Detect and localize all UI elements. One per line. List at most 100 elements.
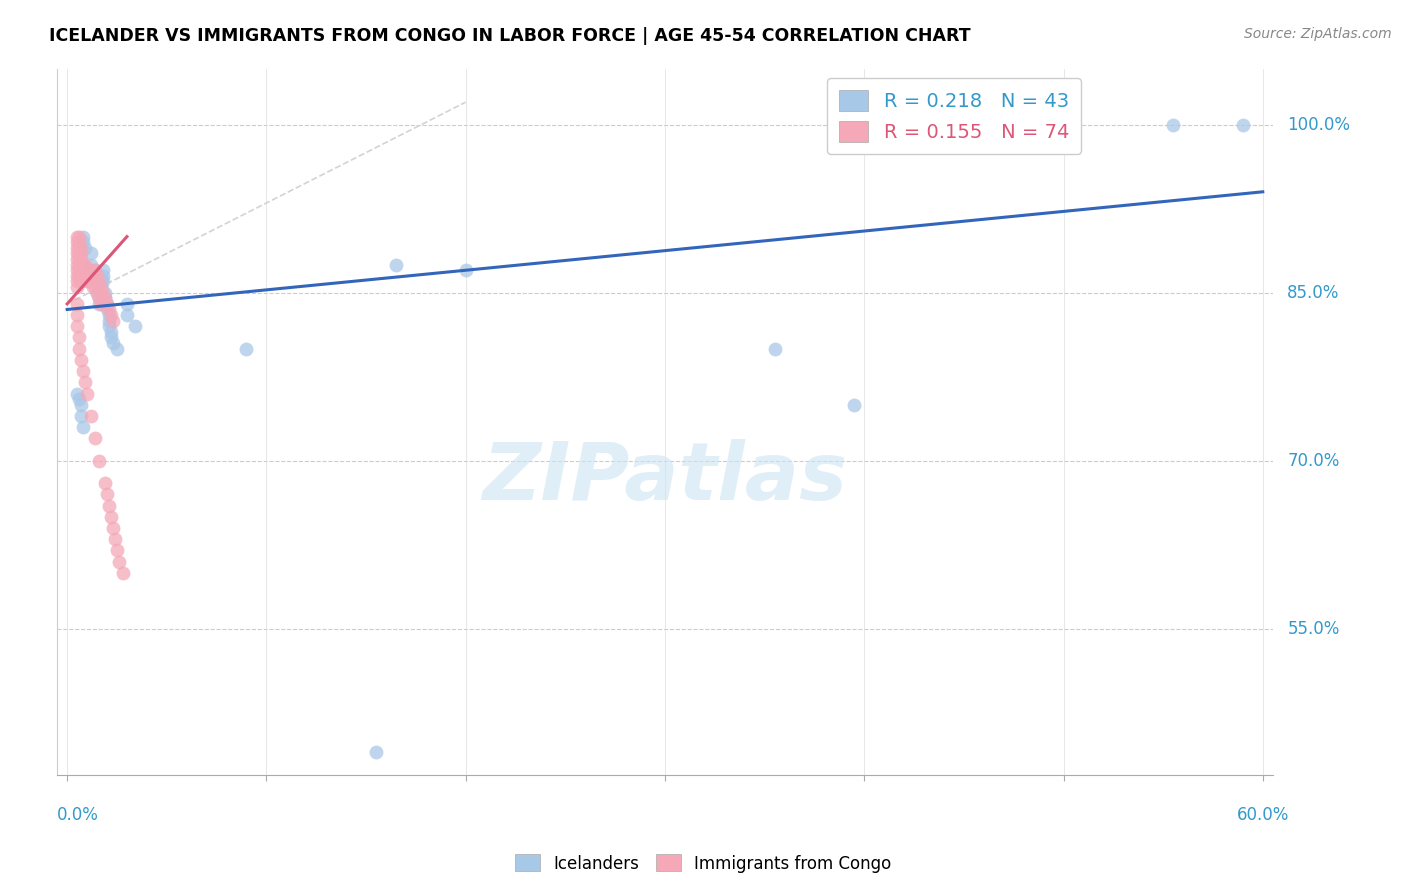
Point (100, 509, 122, 524)
Point (67, 246, 90, 260)
Point (86, 268, 108, 283)
Point (76, 263, 98, 277)
Point (364, 745, 387, 759)
Point (67, 263, 90, 277)
Point (75, 241, 97, 255)
Point (76, 275, 98, 289)
Point (72, 268, 94, 283)
Point (87, 275, 110, 289)
Point (98, 319, 121, 334)
Point (70, 241, 93, 255)
Point (86, 285, 108, 300)
Point (75, 376, 97, 390)
Point (115, 297, 138, 311)
Point (100, 330, 122, 344)
Point (66, 235, 89, 250)
Point (70, 246, 93, 260)
Point (91, 263, 114, 277)
Point (385, 258, 408, 272)
Point (100, 308, 122, 322)
Point (115, 308, 138, 322)
Legend: Icelanders, Immigrants from Congo: Icelanders, Immigrants from Congo (508, 847, 898, 880)
Point (91, 275, 114, 289)
Point (98, 499, 121, 513)
Point (94, 285, 117, 300)
Point (84, 280, 107, 294)
Point (66, 275, 89, 289)
Point (67, 330, 90, 344)
Point (66, 246, 89, 260)
Point (844, 398, 866, 412)
Point (87, 291, 110, 305)
Point (67, 235, 90, 250)
Point (66, 263, 89, 277)
Point (67, 241, 90, 255)
Text: ZIPatlas: ZIPatlas (482, 439, 848, 517)
Point (82, 280, 104, 294)
Point (70, 409, 93, 423)
Point (80, 275, 103, 289)
Point (67, 252, 90, 266)
Point (70, 268, 93, 283)
Point (96, 302, 118, 317)
Point (82, 268, 104, 283)
Text: 100.0%: 100.0% (1288, 116, 1350, 134)
Point (98, 314, 121, 328)
Point (67, 258, 90, 272)
Point (96, 297, 118, 311)
Point (86, 268, 108, 283)
Point (66, 297, 89, 311)
Legend: R = 0.218   N = 43, R = 0.155   N = 74: R = 0.218 N = 43, R = 0.155 N = 74 (827, 78, 1081, 153)
Point (67, 229, 90, 244)
Point (70, 352, 93, 367)
Point (67, 392, 90, 406)
Point (70, 263, 93, 277)
Point (98, 302, 121, 317)
Point (1161, 118, 1184, 132)
Point (94, 291, 117, 305)
Point (87, 454, 110, 468)
Point (86, 285, 108, 300)
Point (94, 291, 117, 305)
Point (70, 275, 93, 289)
Point (101, 314, 124, 328)
Text: 85.0%: 85.0% (1288, 284, 1340, 301)
Point (66, 241, 89, 255)
Point (72, 258, 94, 272)
Point (77, 268, 100, 283)
Point (101, 336, 124, 351)
Point (90, 297, 112, 311)
Point (66, 280, 89, 294)
Point (67, 342, 90, 356)
Point (86, 275, 108, 289)
Point (104, 533, 127, 547)
Point (80, 258, 103, 272)
Point (75, 263, 97, 277)
Point (124, 319, 146, 334)
Point (76, 268, 98, 283)
Point (66, 386, 89, 401)
Point (72, 364, 94, 378)
Point (75, 258, 97, 272)
Point (94, 476, 117, 491)
Point (87, 291, 110, 305)
Point (87, 297, 110, 311)
Point (70, 258, 93, 272)
Point (66, 258, 89, 272)
Text: ICELANDER VS IMMIGRANTS FROM CONGO IN LABOR FORCE | AGE 45-54 CORRELATION CHART: ICELANDER VS IMMIGRANTS FROM CONGO IN LA… (49, 27, 970, 45)
Point (91, 268, 114, 283)
Point (80, 409, 103, 423)
Point (108, 555, 131, 569)
Point (66, 229, 89, 244)
Point (66, 308, 89, 322)
Point (80, 246, 103, 260)
Point (454, 263, 477, 277)
Point (111, 566, 134, 580)
Text: Source: ZipAtlas.com: Source: ZipAtlas.com (1244, 27, 1392, 41)
Text: 0.0%: 0.0% (58, 806, 98, 824)
Point (77, 275, 100, 289)
Text: 70.0%: 70.0% (1288, 451, 1340, 470)
Point (1232, 118, 1254, 132)
Point (235, 342, 257, 356)
Point (66, 252, 89, 266)
